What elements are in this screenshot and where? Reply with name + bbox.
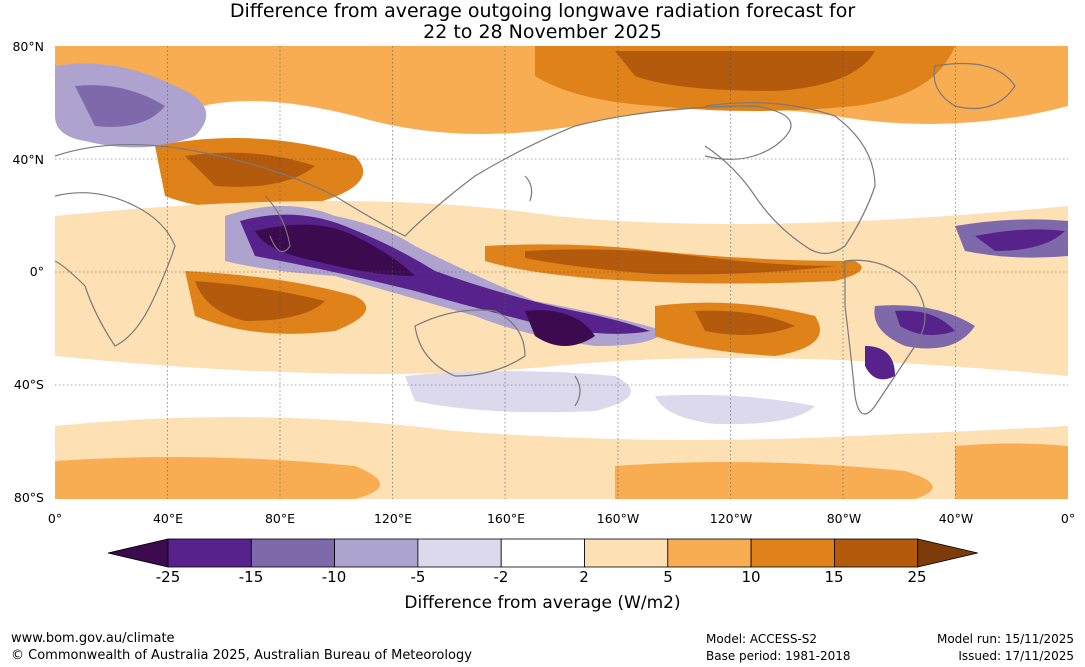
map-title-line-1: Difference from average outgoing longwav…: [229, 0, 856, 22]
lat-label-80n: 80°N: [12, 39, 44, 54]
colorbar-tick-label: -15: [238, 568, 264, 586]
website-text: www.bom.gov.au/climate: [11, 631, 175, 646]
anomaly-region-siberia-core: [615, 51, 875, 91]
lon-label-160e: 160°E: [486, 511, 525, 526]
colorbar: [108, 538, 978, 568]
lon-label-40w: 40°W: [938, 511, 974, 526]
lat-label-80s: 80°S: [13, 490, 44, 505]
anomaly-region-southern-lavender: [405, 371, 631, 413]
colorbar-segment: [750, 538, 835, 568]
colorbar-tick-label: -5: [410, 568, 426, 586]
footer-attribution: www.bom.gov.au/climate © Commonwealth of…: [11, 630, 472, 664]
lon-label-0-east: 0°: [1060, 511, 1076, 526]
colorbar-segment: [417, 538, 502, 568]
lat-label-40n: 40°N: [12, 152, 44, 167]
lon-label-120w: 120°W: [709, 511, 753, 526]
issued-date: Issued: 17/11/2025: [958, 649, 1074, 663]
outline-india: [264, 195, 291, 253]
colorbar-segment: [250, 538, 336, 568]
map-canvas: [55, 46, 1068, 499]
colorbar-segment: [834, 538, 919, 568]
outline-africa: [55, 192, 176, 347]
colorbar-tick-label: 10: [741, 568, 761, 586]
lon-label-80w: 80°W: [826, 511, 862, 526]
outline-australia: [414, 309, 526, 377]
colorbar-tick-label: 15: [824, 568, 844, 586]
graticule: [55, 46, 1068, 499]
lon-label-80e: 80°E: [264, 511, 296, 526]
colorbar-arrow-high: [917, 538, 978, 568]
outline-japan: [524, 175, 533, 202]
lat-label-40s: 40°S: [13, 377, 44, 392]
colorbar-segment: [334, 538, 419, 568]
lon-label-40e: 40°E: [152, 511, 184, 526]
colorbar-segment: [167, 538, 252, 568]
colorbar-segment: [667, 538, 752, 568]
colorbar-title: Difference from average (W/m2): [404, 593, 681, 613]
colorbar-tick-label: 5: [663, 568, 673, 586]
outline-north-america: [704, 102, 876, 255]
colorbar-segment: [500, 538, 585, 568]
colorbar-tick-label: 2: [579, 568, 589, 586]
lon-label-160w: 160°W: [596, 511, 640, 526]
colorbar-tick-label: 25: [907, 568, 927, 586]
colorbar-tick-label: -25: [155, 568, 181, 586]
outline-south-america: [844, 259, 926, 415]
lat-label-0: 0°: [29, 264, 44, 279]
outline-greenland: [933, 62, 1016, 110]
colorbar-segment: [584, 538, 669, 568]
colorbar-arrow-low: [108, 538, 169, 568]
model-run-date: Model run: 15/11/2025: [936, 632, 1074, 646]
coastline-outlines: [55, 62, 1016, 415]
footer-model-info: Model: ACCESS-S2 Base period: 1981-2018: [706, 631, 851, 665]
lon-label-120e: 120°E: [373, 511, 412, 526]
lon-label-0: 0°: [47, 511, 63, 526]
outline-new-zealand: [574, 375, 581, 407]
olr-anomaly-map: [55, 46, 1068, 499]
colorbar-tick-label: -2: [493, 568, 509, 586]
footer-dates: Model run: 15/11/2025 Issued: 17/11/2025: [937, 631, 1074, 665]
colorbar-tick-label: -10: [321, 568, 347, 586]
map-title-line-2: 22 to 28 November 2025: [423, 21, 662, 43]
model-name: Model: ACCESS-S2: [706, 632, 818, 646]
outline-eurasia: [55, 105, 792, 237]
base-period: Base period: 1981-2018: [706, 649, 851, 663]
copyright-text: © Commonwealth of Australia 2025, Austra…: [11, 648, 472, 663]
